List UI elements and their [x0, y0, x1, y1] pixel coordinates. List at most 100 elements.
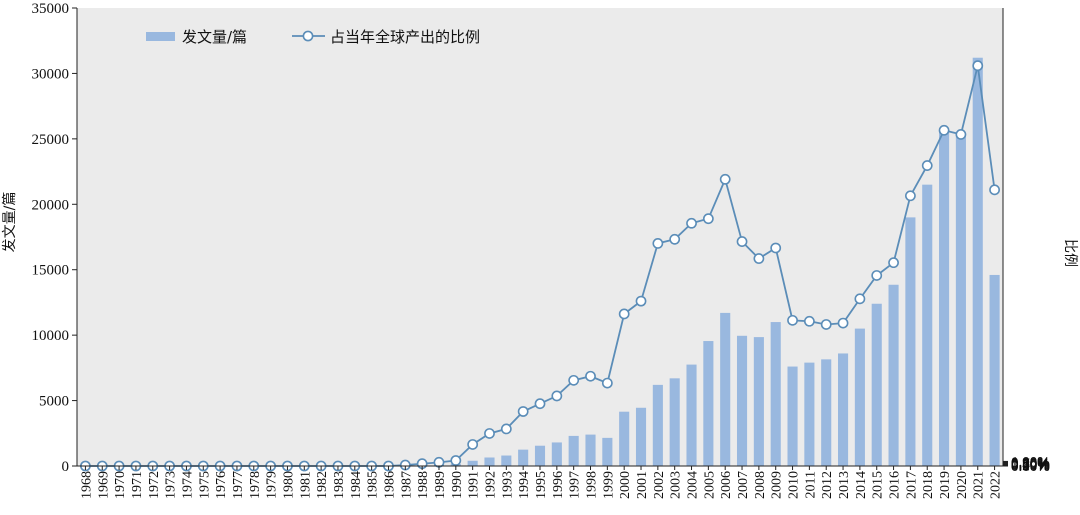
x-tick-label: 2007 [736, 471, 751, 499]
point-2015 [871, 270, 883, 281]
y-axis-label: 发文量/篇 [2, 192, 18, 253]
point-2022 [989, 184, 1000, 196]
x-tick-label: 2015 [871, 471, 886, 499]
point-2011 [803, 315, 815, 327]
bar-2008 [753, 337, 764, 466]
y2-tick-label: 0.40% [1011, 457, 1050, 473]
x-tick-label: 2017 [904, 471, 919, 499]
point-2002 [652, 238, 664, 249]
point-1997 [568, 374, 580, 386]
x-tick-label: 1989 [433, 471, 448, 499]
x-tick-label: 2001 [635, 471, 650, 499]
bar-2010 [787, 366, 798, 466]
point-2009 [770, 242, 782, 254]
x-tick-label: 2014 [854, 471, 869, 499]
y-tick-label: 25000 [32, 132, 70, 148]
x-tick-label: 1988 [416, 471, 431, 499]
x-tick-label: 1994 [517, 471, 532, 499]
bar-2019 [939, 132, 950, 467]
point-2007 [736, 236, 748, 247]
point-2020 [955, 129, 967, 140]
x-tick-label: 1980 [281, 471, 296, 499]
x-tick-label: 1975 [197, 471, 212, 499]
point-2017 [905, 190, 916, 202]
bar-1999 [602, 437, 613, 466]
y-tick-label: 20000 [32, 197, 70, 213]
y2-tick-label: 0.60% [1011, 456, 1050, 472]
point-2006 [719, 173, 731, 185]
bar-1995 [534, 445, 546, 466]
point-1998 [585, 370, 596, 382]
x-tick-label: 2008 [753, 471, 768, 499]
y-tick-label: 30000 [32, 66, 70, 82]
x-tick-label: 1986 [382, 471, 397, 499]
point-2005 [702, 213, 714, 225]
x-tick-label: 1991 [467, 471, 482, 499]
x-tick-label: 1973 [164, 471, 179, 499]
point-1993 [500, 423, 512, 435]
point-1994 [517, 406, 529, 417]
bar-2003 [669, 378, 680, 466]
point-2021 [972, 60, 984, 72]
bar-1997 [568, 435, 579, 466]
y-tick-label: 35000 [32, 1, 70, 17]
x-tick-label: 1983 [332, 471, 347, 499]
x-tick-label: 2012 [820, 471, 835, 499]
x-tick-label: 1998 [585, 471, 600, 499]
bar-series [417, 57, 1000, 467]
bar-2002 [652, 384, 663, 466]
x-tick-label: 2003 [669, 471, 684, 499]
legend-bar-swatch [146, 32, 175, 41]
x-tick-label: 2011 [803, 471, 818, 498]
bar-2014 [854, 328, 865, 466]
x-tick-label: 2009 [770, 471, 785, 499]
x-tick-label: 1974 [180, 471, 195, 499]
x-tick-label: 2020 [955, 471, 970, 499]
y2-tick-label: 0.80% [1011, 455, 1050, 471]
bar-2017 [905, 217, 916, 466]
y2-tick-label: 0.00% [1011, 459, 1050, 475]
x-tick-label: 1997 [568, 471, 583, 499]
point-2004 [686, 217, 697, 229]
y2-tick-label: 0.30% [1011, 458, 1050, 474]
x-tick-label: 1977 [231, 471, 246, 499]
point-2008 [753, 253, 765, 264]
y2-axis-label: 比例 [1062, 239, 1078, 267]
x-tick-label: 1999 [601, 471, 616, 499]
point-2003 [669, 233, 681, 245]
bar-1992 [484, 457, 495, 466]
point-2013 [837, 317, 849, 329]
x-tick-label: 1981 [298, 471, 313, 499]
bar-1998 [585, 434, 596, 466]
bar-2011 [804, 362, 815, 466]
x-tick-label: 1990 [450, 471, 465, 499]
y-tick-label: 10000 [32, 328, 70, 344]
point-1991 [467, 439, 479, 450]
x-tick-label: 1987 [399, 471, 414, 499]
axes: 0 5000 10000 15000 20000 25000 30000 35000 0.00%… [32, 1, 1050, 499]
x-tick-label: 2013 [837, 471, 852, 499]
bar-2001 [635, 407, 647, 466]
bar-1991 [467, 460, 478, 466]
bar-1994 [518, 449, 529, 466]
x-tick-label: 1995 [534, 471, 549, 499]
point-1999 [601, 377, 613, 389]
y2-tick-label: 0.10% [1011, 459, 1050, 475]
x-tick-label: 2018 [921, 471, 936, 499]
x-tick-label: 1970 [113, 471, 128, 499]
bar-2012 [821, 359, 832, 466]
point-1995 [534, 398, 546, 410]
x-tick-label: 2016 [888, 471, 903, 499]
x-tick-label: 1978 [248, 471, 263, 499]
point-2019 [938, 124, 950, 136]
x-tick-label: 2021 [972, 471, 987, 499]
x-tick-label: 1992 [483, 471, 498, 499]
legend-bar-label: 发文量/篇 [182, 28, 247, 46]
point-2014 [854, 293, 866, 305]
x-tick-label: 1971 [130, 471, 145, 499]
bar-2005 [703, 341, 714, 466]
x-tick-label: 1984 [349, 471, 364, 499]
bar-2021 [972, 57, 983, 467]
bar-2004 [686, 364, 697, 466]
